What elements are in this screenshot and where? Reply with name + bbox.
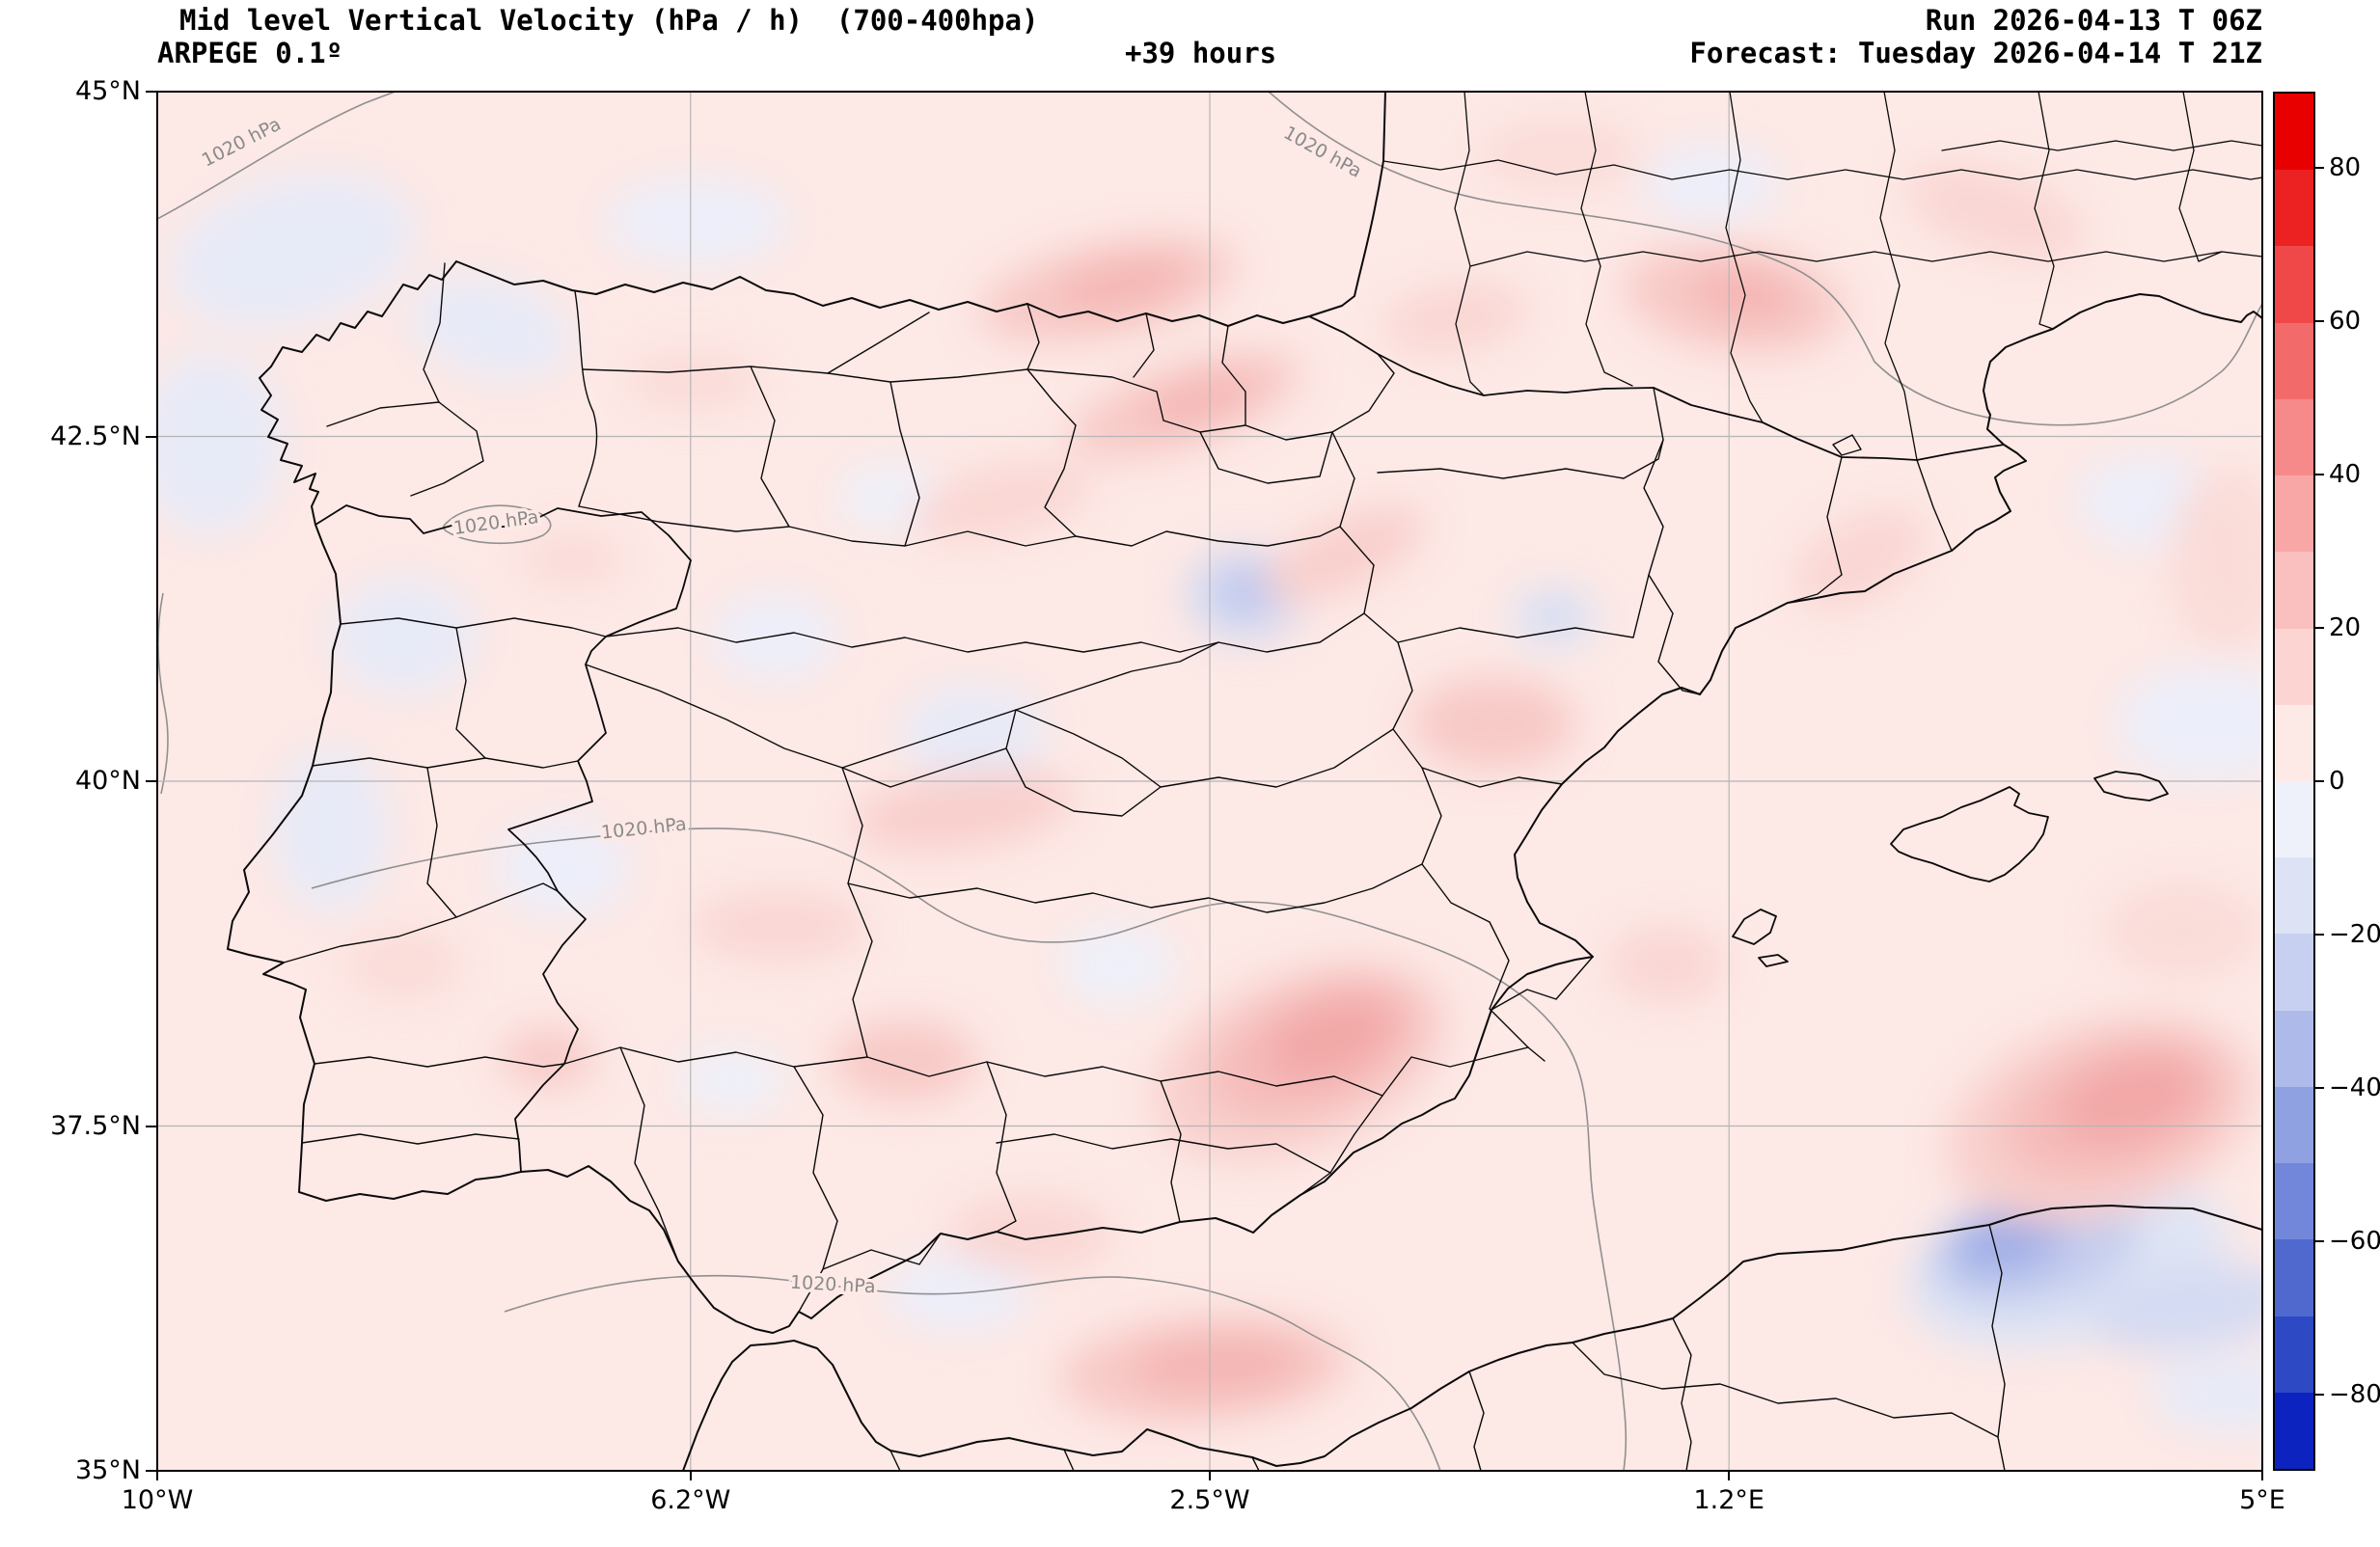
colorbar-segment <box>2275 1316 2313 1393</box>
colorbar-segment <box>2275 475 2313 553</box>
colorbar-segment <box>2275 1392 2313 1469</box>
x-tick-label: 2.5°W <box>1169 1485 1250 1515</box>
y-tick-mark <box>146 780 157 782</box>
colorbar <box>2273 92 2315 1471</box>
x-tick-label: 6.2°W <box>650 1485 731 1515</box>
map-plot-area: 1020 hPa 1020 hPa 1020 hPa 1020 hPa 1020… <box>157 92 2262 1471</box>
island-ibiza <box>1732 909 1777 945</box>
x-tick-mark <box>1728 1471 1731 1480</box>
map-canvas: 1020 hPa 1020 hPa 1020 hPa 1020 hPa 1020… <box>157 92 2262 1471</box>
y-tick-mark <box>146 91 157 93</box>
coastline-africa <box>682 1205 2262 1471</box>
y-tick-label: 37.5°N <box>50 1110 141 1141</box>
colorbar-tick-mark <box>2315 320 2324 323</box>
map-title: Mid level Vertical Velocity (hPa / h) (7… <box>179 4 1039 37</box>
coastlines-and-borders <box>227 92 2262 1471</box>
isobar-contours <box>157 92 2262 1471</box>
colorbar-segment <box>2275 1086 2313 1164</box>
colorbar-tick-mark <box>2315 474 2324 476</box>
island-formentera <box>1758 954 1789 967</box>
colorbar-gradient <box>2275 94 2313 1469</box>
colorbar-tick-mark <box>2315 1086 2324 1089</box>
colorbar-tick-label: 60 <box>2329 307 2362 337</box>
colorbar-segment <box>2275 934 2313 1011</box>
colorbar-segment <box>2275 1239 2313 1316</box>
x-tick-label: 1.2°E <box>1693 1485 1764 1515</box>
border-andorra <box>1832 434 1862 456</box>
colorbar-segment <box>2275 322 2313 399</box>
colorbar-tick-mark <box>2315 780 2324 782</box>
y-tick-mark <box>146 1125 157 1127</box>
department-borders-france <box>1382 92 2262 461</box>
colorbar-segment <box>2275 246 2313 323</box>
forecast-time-label: Forecast: Tuesday 2026-04-14 T 21Z <box>1689 37 2262 69</box>
model-label: ARPEGE 0.1º <box>157 37 343 69</box>
colorbar-segment <box>2275 780 2313 858</box>
colorbar-segment <box>2275 94 2313 171</box>
colorbar-tick-mark <box>2315 1239 2324 1242</box>
island-menorca <box>2093 771 2169 801</box>
colorbar-segment <box>2275 857 2313 935</box>
colorbar-segment <box>2275 1163 2313 1240</box>
colorbar-tick-label: −20 <box>2329 919 2380 949</box>
lat-lon-gridlines <box>157 92 2262 1471</box>
colorbar-tick-mark <box>2315 1393 2324 1396</box>
coastline-iberia-france <box>227 92 2262 1334</box>
colorbar-tick-mark <box>2315 933 2324 936</box>
run-time-label: Run 2026-04-13 T 06Z <box>1925 4 2262 37</box>
colorbar-tick-label: −40 <box>2329 1072 2380 1102</box>
pyrenees-border <box>1308 315 2005 461</box>
colorbar-segment <box>2275 552 2313 629</box>
colorbar-tick-mark <box>2315 627 2324 630</box>
colorbar-segment <box>2275 398 2313 476</box>
x-tick-mark <box>2261 1471 2263 1480</box>
y-tick-label: 35°N <box>74 1455 141 1485</box>
y-tick-label: 42.5°N <box>50 421 141 451</box>
colorbar-tick-label: −80 <box>2329 1379 2380 1409</box>
y-tick-label: 40°N <box>74 766 141 796</box>
isobar-label: 1020 hPa <box>789 1272 876 1298</box>
province-borders-spain <box>326 262 1953 1313</box>
x-tick-mark <box>1209 1471 1211 1480</box>
colorbar-tick-label: −60 <box>2329 1226 2380 1256</box>
colorbar-segment <box>2275 1010 2313 1087</box>
district-borders-portugal <box>283 617 607 1145</box>
y-tick-mark <box>146 1470 157 1472</box>
borders-africa <box>889 1224 2006 1471</box>
colorbar-tick-mark <box>2315 167 2324 170</box>
colorbar-tick-label: 0 <box>2329 767 2345 796</box>
island-mallorca <box>1890 786 2049 882</box>
colorbar-segment <box>2275 628 2313 705</box>
colorbar-tick-label: 40 <box>2329 460 2362 490</box>
x-tick-label: 10°W <box>121 1485 194 1515</box>
forecast-hours-label: +39 hours <box>1125 37 1277 69</box>
portugal-spain-border <box>315 504 692 1173</box>
colorbar-segment <box>2275 170 2313 247</box>
x-tick-mark <box>156 1471 158 1480</box>
x-tick-label: 5°E <box>2239 1485 2285 1515</box>
colorbar-tick-label: 20 <box>2329 613 2362 643</box>
colorbar-tick-label: 80 <box>2329 153 2362 183</box>
y-tick-mark <box>146 435 157 438</box>
x-tick-mark <box>689 1471 692 1480</box>
y-tick-label: 45°N <box>74 76 141 106</box>
colorbar-segment <box>2275 704 2313 781</box>
